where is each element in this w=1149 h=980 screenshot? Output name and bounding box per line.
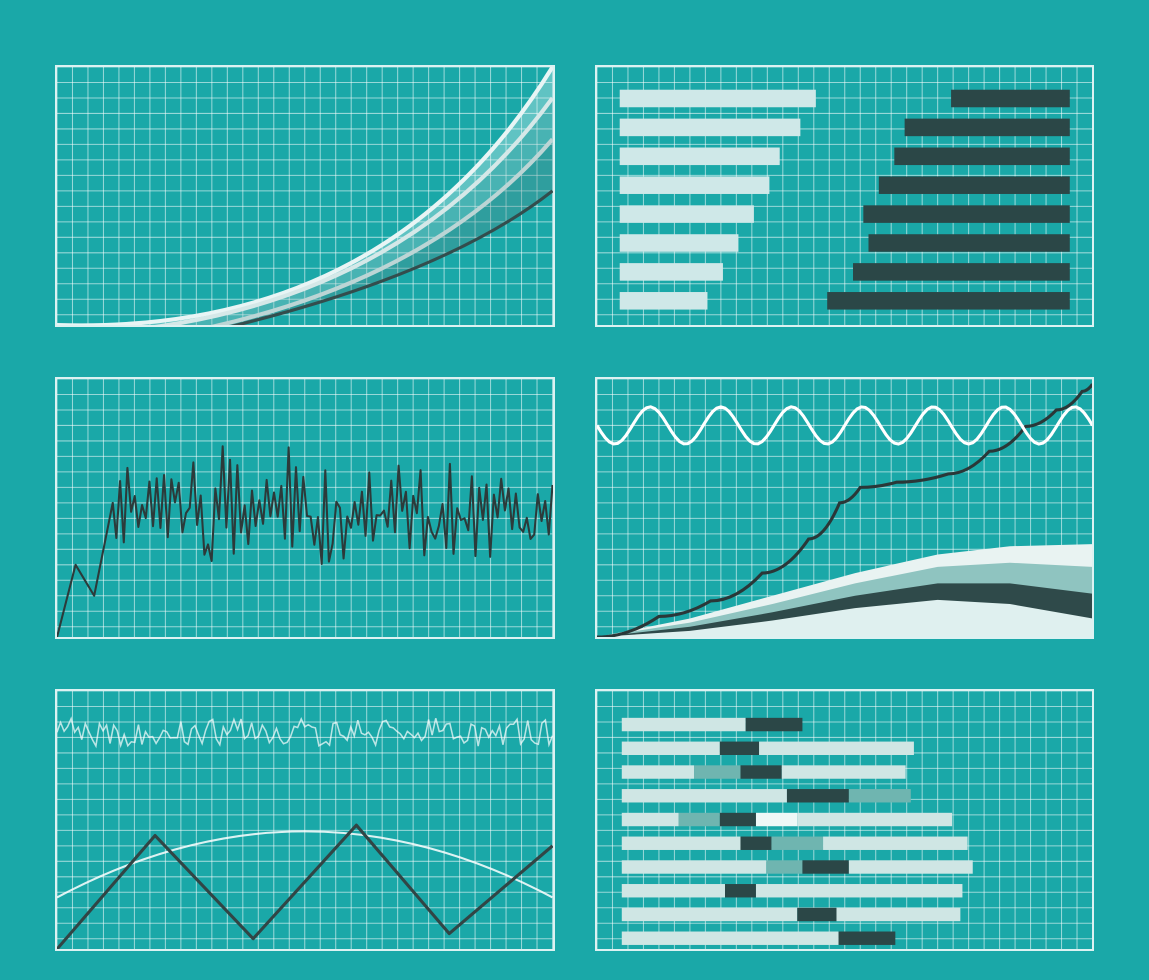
panel-wave-area: [595, 377, 1095, 639]
panel-curves: [55, 65, 555, 327]
panel-double-hbar: [595, 65, 1095, 327]
panel-triangle-arc: [55, 689, 555, 951]
panel-noise: [55, 377, 555, 639]
panel-stacked-hbar: [595, 689, 1095, 951]
